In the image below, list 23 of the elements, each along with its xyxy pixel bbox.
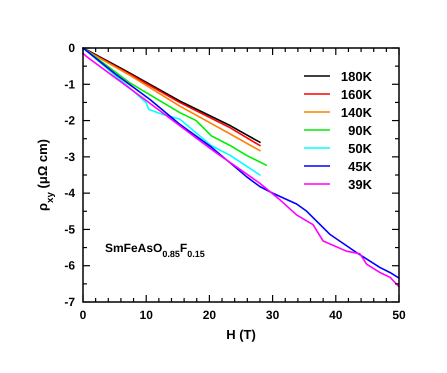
x-tick-label: 30 <box>266 308 280 322</box>
legend-label: 160K <box>340 87 373 102</box>
legend-label: 50K <box>348 141 373 156</box>
y-tick-label: -5 <box>64 222 76 236</box>
legend-label: 140K <box>340 105 373 120</box>
y-tick-label: 0 <box>68 41 76 55</box>
legend-label: 45K <box>348 159 373 174</box>
y-tick-label: -1 <box>64 77 76 92</box>
y-tick-label: -7 <box>64 295 76 309</box>
x-tick-label: 50 <box>392 308 406 322</box>
legend-label: 39K <box>348 177 373 192</box>
x-tick-label: 20 <box>202 308 216 322</box>
x-tick-label: 10 <box>140 308 154 322</box>
x-tick-label: 40 <box>329 308 343 322</box>
y-tick-label: -3 <box>64 150 76 164</box>
x-tick-label: 0 <box>80 308 87 322</box>
annotation: SmFeAsO$_{0.85}$F$_{0.15}$ <box>105 241 205 259</box>
legend-label: 90K <box>348 123 373 138</box>
y-tick-label: -2 <box>64 114 76 128</box>
y-tick-label: -4 <box>64 186 76 200</box>
y-tick-label: -6 <box>64 258 76 273</box>
x-axis-title: H (T) <box>226 327 256 342</box>
legend-label: 180K <box>340 69 373 84</box>
